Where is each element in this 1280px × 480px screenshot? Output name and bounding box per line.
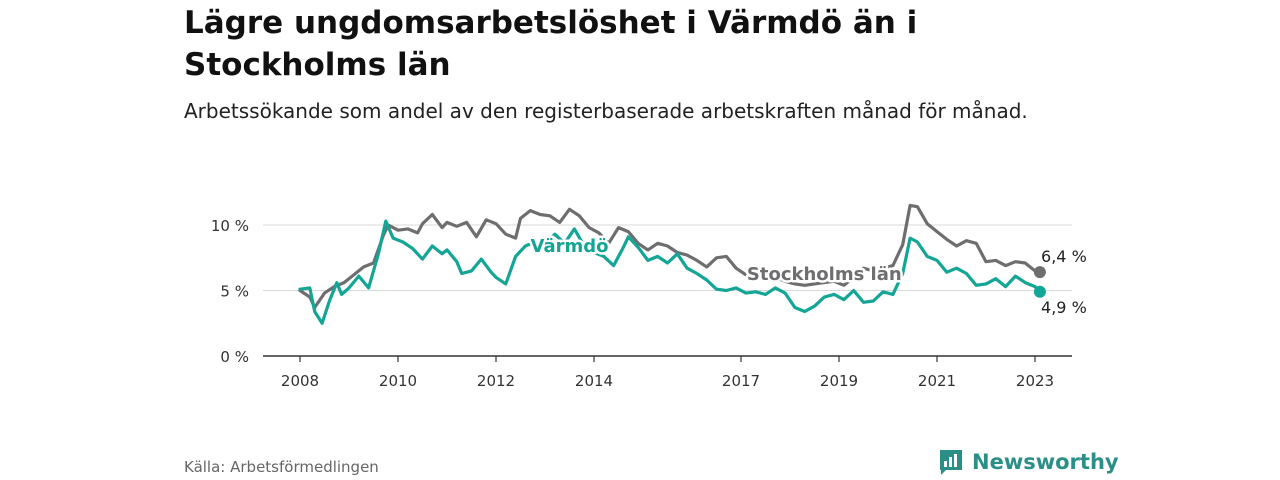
source-note: Källa: Arbetsförmedlingen bbox=[184, 458, 379, 476]
x-tick-label: 2019 bbox=[820, 372, 858, 390]
x-tick-label: 2023 bbox=[1016, 372, 1054, 390]
chart-title: Lägre ungdomsarbetslöshet i Värmdö än i … bbox=[184, 5, 918, 83]
x-tick-label: 2021 bbox=[918, 372, 956, 390]
x-tick-label: 2010 bbox=[379, 372, 417, 390]
end-label-varmdo: 4,9 % bbox=[1041, 298, 1087, 317]
x-tick-label: 2008 bbox=[281, 372, 319, 390]
end-point-varmdo bbox=[1033, 285, 1046, 298]
end-point-stockholm bbox=[1033, 266, 1046, 279]
brand-logo: Newsworthy bbox=[938, 448, 1119, 476]
y-tick-label: 0 % bbox=[220, 348, 249, 366]
series-line-varmdo bbox=[298, 219, 1042, 325]
chart-subtitle: Arbetssökande som andel av den registerb… bbox=[184, 99, 1028, 123]
x-tick-label: 2014 bbox=[575, 372, 613, 390]
y-tick-label: 5 % bbox=[220, 283, 249, 301]
series-line-stockholm bbox=[298, 203, 1042, 310]
brand-name: Newsworthy bbox=[972, 450, 1119, 474]
newsworthy-logo-icon bbox=[940, 450, 962, 475]
x-tick-label: 2017 bbox=[722, 372, 760, 390]
series-annotation-stockholm: Stockholms län bbox=[747, 264, 902, 285]
end-label-stockholm: 6,4 % bbox=[1041, 247, 1087, 266]
line-chart: 0 % 5 % 10 % 2008 2010 2012 2014 2017 2019 2021 20… bbox=[211, 203, 1087, 390]
y-tick-label: 10 % bbox=[211, 217, 249, 235]
x-tick-label: 2012 bbox=[477, 372, 515, 390]
series-annotation-varmdo: Värmdö bbox=[531, 236, 609, 257]
